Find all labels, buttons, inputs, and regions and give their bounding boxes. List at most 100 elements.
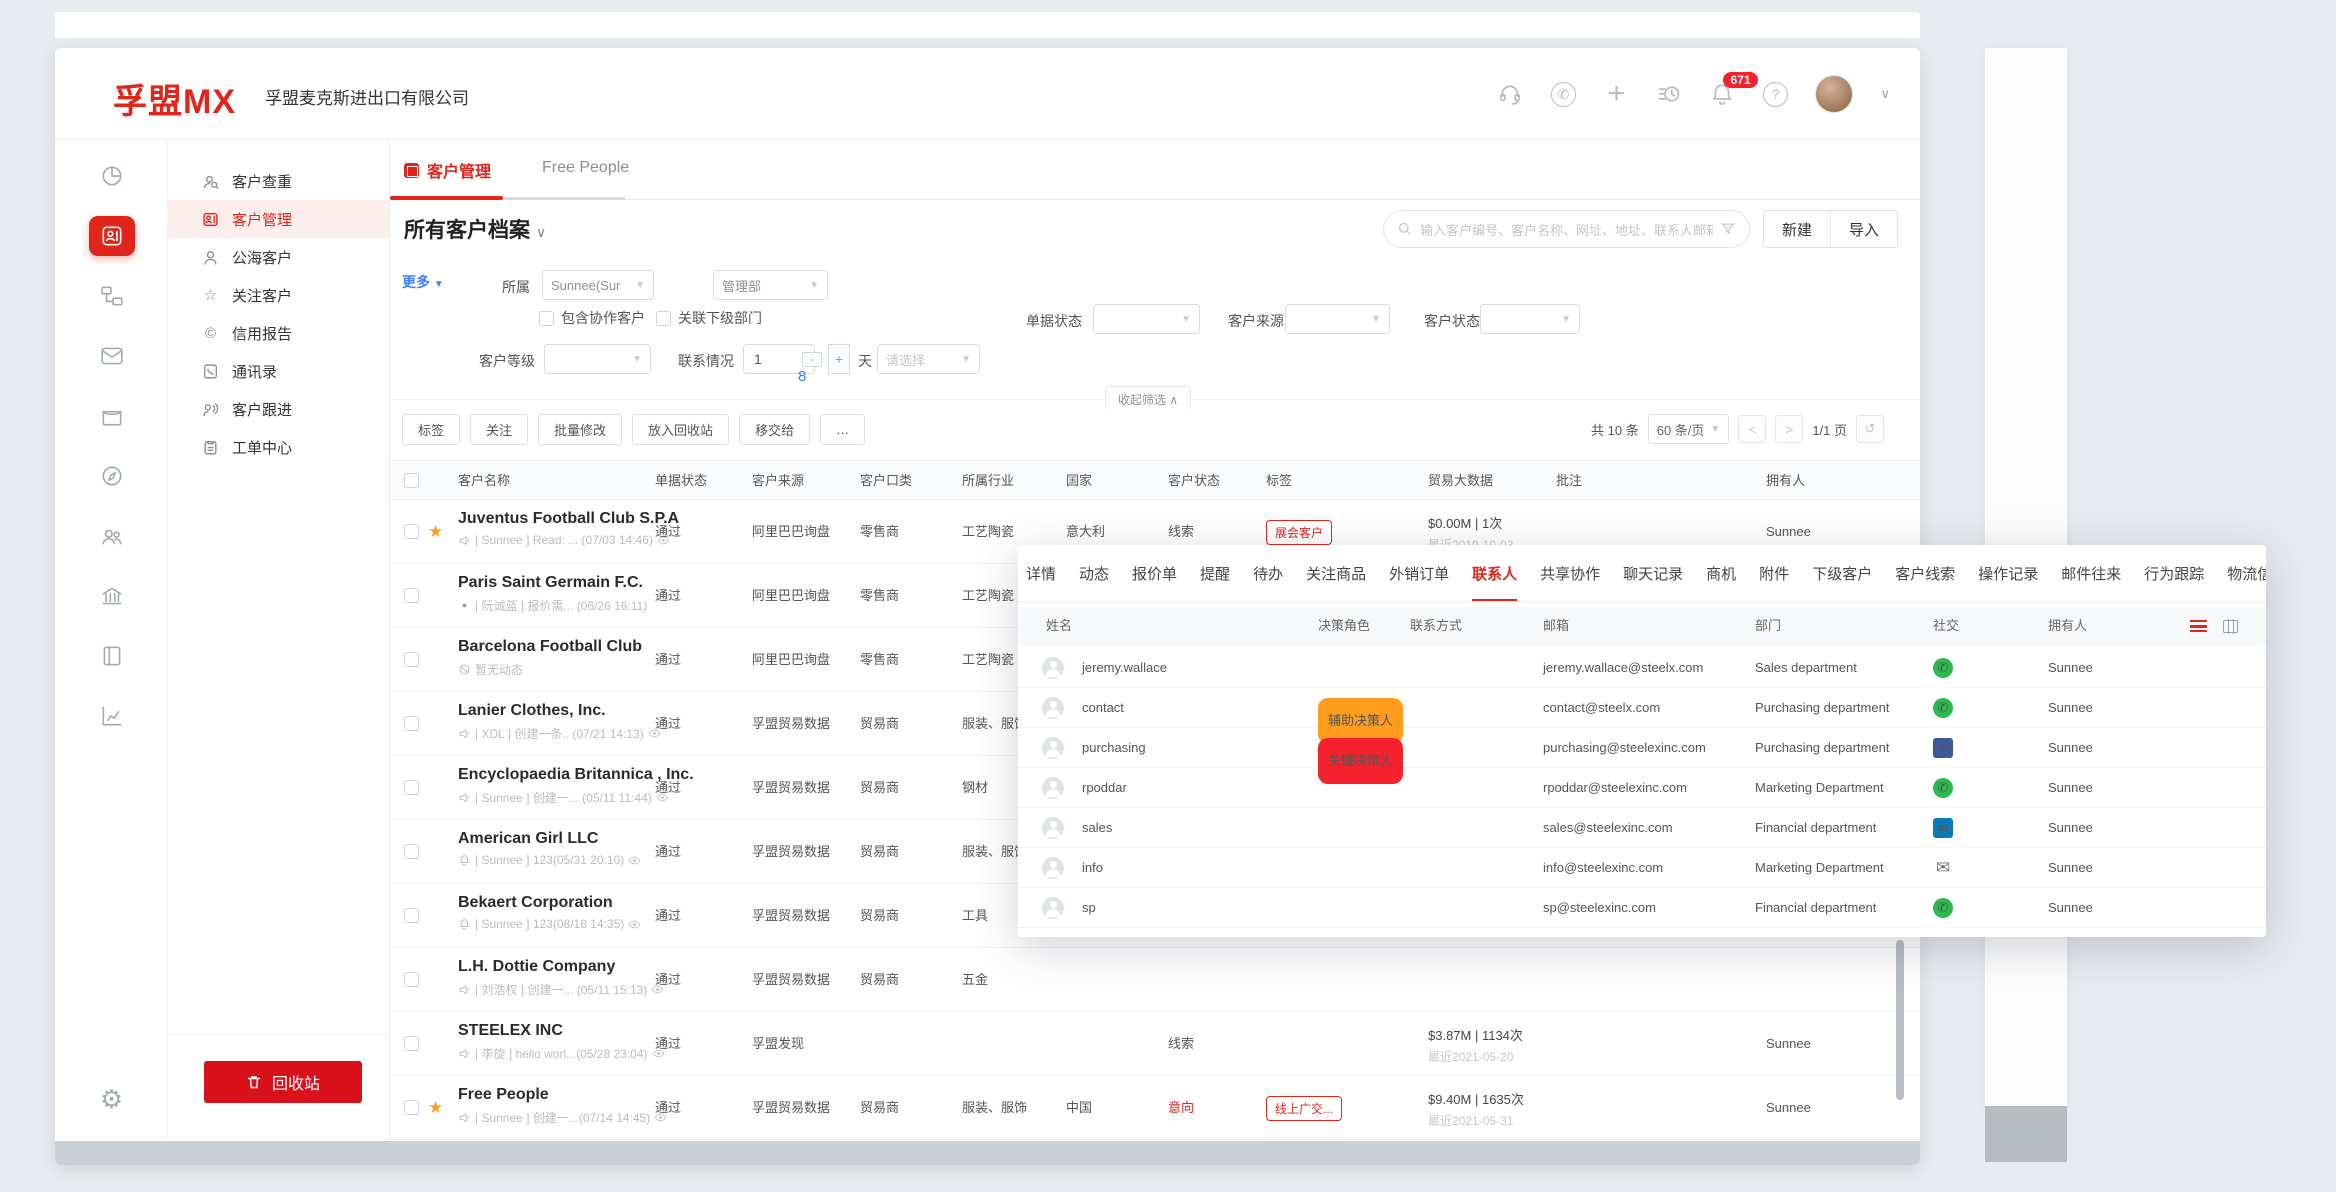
page-size-select[interactable]: 60 条/页 ▼ bbox=[1647, 414, 1730, 444]
contact-email[interactable]: contact@steelx.com bbox=[1543, 700, 1661, 715]
link-subdept-checkbox[interactable]: 关联下级部门 bbox=[656, 308, 762, 328]
tab-customer-management[interactable]: 客户管理 bbox=[404, 158, 491, 182]
toolbar-button[interactable]: 批量修改 bbox=[538, 414, 623, 445]
help-icon[interactable]: ? bbox=[1762, 81, 1788, 107]
settings-gear-icon[interactable]: ⚙ bbox=[99, 1084, 124, 1114]
contact-row[interactable]: sales sales@steelexinc.com Financial dep… bbox=[1018, 808, 2266, 848]
detail-tab[interactable]: 操作记录 bbox=[1978, 565, 2039, 583]
customer-tag[interactable]: 线上广交... bbox=[1266, 1096, 1343, 1121]
contact-name[interactable]: purchasing bbox=[1082, 740, 1146, 755]
detail-tab[interactable]: 邮件往来 bbox=[2061, 565, 2122, 583]
menu-item-public-sea[interactable]: 公海客户 bbox=[168, 238, 389, 276]
col-tags[interactable]: 标签 bbox=[1266, 473, 1293, 488]
email-envelope-icon[interactable]: ✉ bbox=[1935, 858, 1951, 877]
contact-name[interactable]: sales bbox=[1082, 820, 1113, 835]
customer-name[interactable]: Juventus Football Club S.P.A bbox=[458, 510, 680, 527]
list-view-icon[interactable] bbox=[2190, 620, 2207, 632]
detail-tab[interactable]: 聊天记录 bbox=[1623, 565, 1684, 583]
table-scrollbar-thumb[interactable] bbox=[1896, 940, 1904, 1100]
row-checkbox[interactable] bbox=[404, 972, 419, 987]
archive-selector[interactable]: 所有客户档案 ∨ bbox=[404, 219, 547, 242]
import-button[interactable]: 导入 bbox=[1830, 211, 1898, 247]
detail-tab[interactable]: 附件 bbox=[1759, 565, 1790, 583]
detail-tab[interactable]: 客户线索 bbox=[1895, 565, 1956, 583]
detail-tab[interactable]: 动态 bbox=[1079, 565, 1110, 583]
col-doc-status[interactable]: 单据状态 bbox=[655, 473, 708, 488]
col-industry[interactable]: 所属行业 bbox=[962, 473, 1015, 488]
enterprise-bank-icon[interactable] bbox=[89, 576, 135, 616]
contact-row[interactable]: jeremy.wallace jeremy.wallace@steelx.com… bbox=[1018, 648, 2266, 688]
new-button[interactable]: 新建 bbox=[1764, 211, 1831, 247]
table-row[interactable]: ★ STEELEX INC | 李旋 ] hello worl...(05/28… bbox=[390, 1012, 1920, 1076]
next-page-button[interactable]: > bbox=[1775, 415, 1804, 443]
menu-item-address-book[interactable]: 通讯录 bbox=[168, 352, 389, 390]
contact-email[interactable]: sp@steelexinc.com bbox=[1543, 900, 1656, 915]
contact-row[interactable]: contact 辅助决策人 contact@steelx.com Purchas… bbox=[1018, 688, 2266, 744]
col-notes[interactable]: 批注 bbox=[1556, 473, 1583, 488]
source-select[interactable]: ▼ bbox=[1285, 304, 1390, 334]
detail-tab[interactable]: 行为跟踪 bbox=[2144, 565, 2205, 583]
products-bag-icon[interactable] bbox=[89, 396, 135, 436]
user-avatar[interactable] bbox=[1815, 75, 1854, 113]
contact-row[interactable]: sp sp@steelexinc.com Financial departmen… bbox=[1018, 888, 2266, 928]
doc-status-select[interactable]: ▼ bbox=[1093, 304, 1200, 334]
contact-row[interactable]: info info@steelexinc.com Marketing Depar… bbox=[1018, 848, 2266, 888]
customer-name[interactable]: Barcelona Football Club bbox=[458, 638, 643, 655]
customer-name[interactable]: Bekaert Corporation bbox=[458, 894, 613, 911]
phone-call-icon[interactable]: ✆ bbox=[1550, 81, 1576, 107]
row-checkbox[interactable] bbox=[404, 844, 419, 859]
table-row[interactable]: ★ L.H. Dottie Company | 刘浩权 ] 创建一... (05… bbox=[390, 948, 1920, 1012]
col-customer-name[interactable]: 客户名称 bbox=[458, 473, 511, 488]
row-checkbox[interactable] bbox=[404, 716, 419, 731]
more-filters-link[interactable]: 更多 ▼ bbox=[402, 274, 444, 290]
whatsapp-icon[interactable]: ✆ bbox=[1933, 658, 1953, 678]
department-select[interactable]: 管理部 ▼ bbox=[713, 270, 828, 300]
customer-name[interactable]: L.H. Dottie Company bbox=[458, 958, 616, 975]
customer-name[interactable]: STEELEX INC bbox=[458, 1022, 563, 1039]
filter-funnel-icon[interactable] bbox=[1721, 222, 1735, 236]
headset-support-icon[interactable] bbox=[1497, 81, 1523, 107]
grid-view-icon[interactable] bbox=[2223, 618, 2238, 634]
contact-row[interactable]: rpoddar rpoddar@steelexinc.com Marketing… bbox=[1018, 768, 2266, 808]
recycle-bin-button[interactable]: 回收站 bbox=[204, 1061, 363, 1103]
table-row[interactable]: ★ Free People | Sunnee ] 创建一...(07/14 14… bbox=[390, 1076, 1920, 1140]
detail-tab[interactable]: 关注商品 bbox=[1306, 565, 1367, 583]
menu-item-followed[interactable]: ☆ 关注客户 bbox=[203, 287, 293, 305]
customer-name[interactable]: American Girl LLC bbox=[458, 830, 599, 847]
row-checkbox[interactable] bbox=[404, 908, 419, 923]
mail-module-icon[interactable] bbox=[89, 336, 135, 376]
include-collab-checkbox[interactable]: 包含协作客户 bbox=[539, 308, 645, 328]
contact-name[interactable]: sp bbox=[1082, 900, 1096, 915]
explore-compass-icon[interactable] bbox=[89, 456, 135, 496]
customer-name[interactable]: Lanier Clothes, Inc. bbox=[458, 702, 606, 719]
toolbar-button[interactable]: … bbox=[820, 414, 866, 445]
star-icon[interactable]: ★ bbox=[428, 1098, 444, 1117]
detail-tab[interactable]: 商机 bbox=[1706, 565, 1737, 583]
chevron-down-icon[interactable]: ∨ bbox=[1880, 86, 1890, 101]
org-structure-icon[interactable] bbox=[89, 276, 135, 316]
contact-name[interactable]: contact bbox=[1082, 700, 1124, 715]
select-all-checkbox[interactable] bbox=[404, 473, 419, 488]
tab-free-people[interactable]: Free People bbox=[542, 159, 630, 176]
detail-tab[interactable]: 物流信息 bbox=[2227, 565, 2266, 583]
menu-item-dedup[interactable]: 客户查重 bbox=[168, 162, 389, 200]
dashboard-pie-icon[interactable] bbox=[89, 156, 135, 196]
detail-tab[interactable]: 联系人 bbox=[1472, 545, 1518, 601]
facebook-icon[interactable]: f bbox=[1933, 738, 1953, 758]
stepper-minus-button[interactable]: - bbox=[802, 352, 822, 367]
col-owner[interactable]: 拥有人 bbox=[1766, 473, 1806, 488]
detail-tab[interactable]: 外销订单 bbox=[1389, 565, 1450, 583]
toolbar-button[interactable]: 移交给 bbox=[739, 414, 811, 445]
contact-email[interactable]: purchasing@steelexinc.com bbox=[1543, 740, 1706, 755]
table-row[interactable]: ★ Bekaert Corporation | Sunnee ] 123(08/… bbox=[390, 884, 1920, 948]
linkedin-icon[interactable]: in bbox=[1933, 818, 1953, 838]
whatsapp-icon[interactable]: ✆ bbox=[1933, 778, 1953, 798]
report-chart-icon[interactable] bbox=[89, 696, 135, 736]
menu-item-work-orders[interactable]: 工单中心 bbox=[168, 428, 389, 466]
owner-select[interactable]: Sunnee(Sur ▼ bbox=[542, 270, 654, 300]
window-bottom-scrollbar[interactable] bbox=[55, 1141, 1920, 1165]
row-checkbox[interactable] bbox=[404, 780, 419, 795]
team-users-icon[interactable] bbox=[89, 516, 135, 556]
prev-page-button[interactable]: < bbox=[1738, 415, 1767, 443]
customer-name[interactable]: Paris Saint Germain F.C. bbox=[458, 574, 643, 591]
